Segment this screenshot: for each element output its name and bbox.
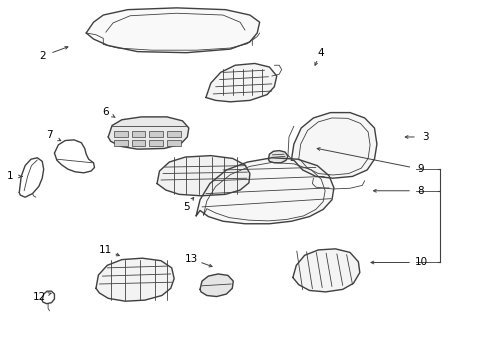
Text: 11: 11 xyxy=(99,245,112,255)
Bar xyxy=(132,131,146,137)
Polygon shape xyxy=(200,274,233,297)
Bar xyxy=(114,131,128,137)
Polygon shape xyxy=(86,8,260,53)
Text: 8: 8 xyxy=(417,186,424,196)
Bar xyxy=(167,140,180,146)
Text: 4: 4 xyxy=(318,48,324,58)
Polygon shape xyxy=(269,150,288,163)
Bar xyxy=(167,131,180,137)
Polygon shape xyxy=(157,156,250,196)
Polygon shape xyxy=(96,258,174,301)
Bar xyxy=(114,140,128,146)
Polygon shape xyxy=(292,113,377,178)
Bar xyxy=(149,131,163,137)
Text: 13: 13 xyxy=(185,254,198,264)
Text: 1: 1 xyxy=(7,171,14,181)
Bar xyxy=(132,140,146,146)
Text: 9: 9 xyxy=(417,164,424,174)
Text: 7: 7 xyxy=(46,130,53,140)
Polygon shape xyxy=(293,249,360,292)
Polygon shape xyxy=(196,158,334,224)
Polygon shape xyxy=(108,117,189,149)
Text: 6: 6 xyxy=(102,107,109,117)
Text: 3: 3 xyxy=(422,132,429,142)
Text: 5: 5 xyxy=(183,202,190,212)
Polygon shape xyxy=(206,63,277,102)
Text: 2: 2 xyxy=(39,51,46,61)
Bar xyxy=(149,140,163,146)
Text: 10: 10 xyxy=(415,257,427,267)
Text: 12: 12 xyxy=(33,292,47,302)
